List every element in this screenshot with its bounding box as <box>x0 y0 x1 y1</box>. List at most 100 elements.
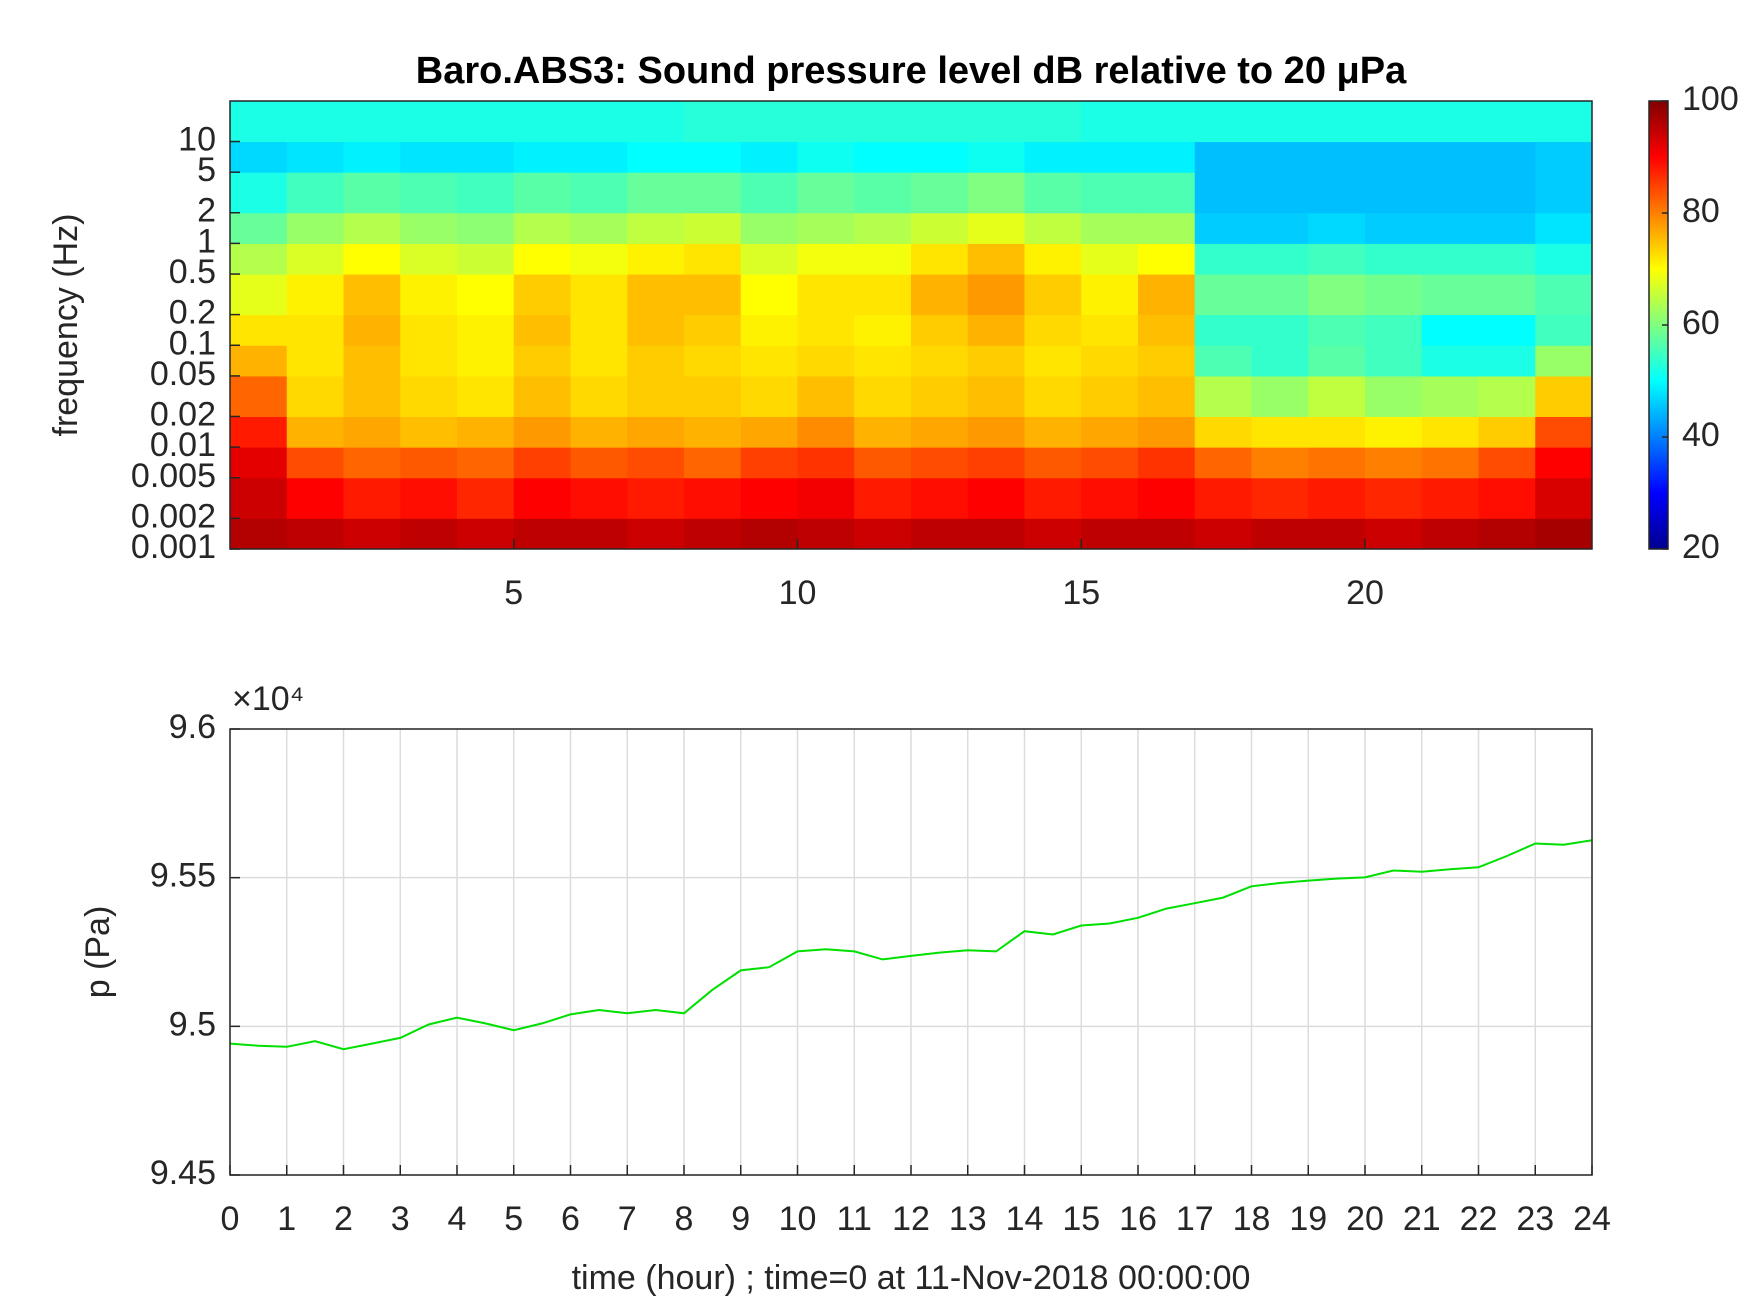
heatmap-cell <box>570 314 628 346</box>
heatmap-cell <box>286 243 344 275</box>
heatmap-cell <box>1081 141 1139 173</box>
heatmap-cell <box>570 518 628 550</box>
heatmap-cell <box>1024 477 1082 519</box>
y-tick-label: 2 <box>197 192 216 230</box>
heatmap-cell <box>400 212 458 244</box>
heatmap-cell <box>230 375 288 417</box>
heatmap-cell <box>1308 243 1366 275</box>
heatmap-cell <box>1421 141 1479 173</box>
heatmap-cell <box>854 477 912 519</box>
heatmap-cell <box>1081 375 1139 417</box>
x-tick-label: 12 <box>892 1200 930 1238</box>
heatmap-cell <box>457 314 515 346</box>
heatmap-cell <box>1535 375 1593 417</box>
heatmap-cell <box>400 243 458 275</box>
heatmap-cell <box>627 274 685 316</box>
heatmap-cell <box>343 416 401 448</box>
heatmap-cell <box>627 477 685 519</box>
heatmap-cell <box>797 243 855 275</box>
heatmap-cell <box>1081 274 1139 316</box>
x-tick-label: 9 <box>731 1200 750 1238</box>
heatmap-cell <box>343 172 401 214</box>
heatmap-cell <box>230 101 288 143</box>
heatmap-cell <box>911 141 969 173</box>
heatmap-cell <box>1138 518 1196 550</box>
heatmap-cell <box>343 212 401 244</box>
heatmap-cell <box>513 243 571 275</box>
heatmap-cell <box>684 212 742 244</box>
heatmap-cell <box>1478 212 1536 244</box>
heatmap-cell <box>684 518 742 550</box>
heatmap-cell <box>1194 172 1252 214</box>
x-tick-label: 11 <box>837 1200 872 1238</box>
heatmap-cell <box>854 172 912 214</box>
heatmap-cell <box>1081 314 1139 346</box>
heatmap-cell <box>1535 274 1593 316</box>
heatmap-cell <box>513 314 571 346</box>
heatmap-cell <box>740 274 798 316</box>
heatmap-cell <box>1308 212 1366 244</box>
heatmap-cell <box>1194 101 1252 143</box>
heatmap-cell <box>1308 274 1366 316</box>
heatmap-cell <box>457 518 515 550</box>
heatmap-cell <box>967 447 1025 479</box>
heatmap-cell <box>400 101 458 143</box>
heatmap-cell <box>1535 141 1593 173</box>
x-tick-label: 16 <box>1119 1200 1157 1238</box>
heatmap-cell <box>1478 518 1536 550</box>
heatmap-cell <box>911 212 969 244</box>
heatmap-cell <box>400 416 458 448</box>
heatmap-cell <box>797 416 855 448</box>
heatmap-cell <box>570 416 628 448</box>
heatmap-cell <box>1024 518 1082 550</box>
heatmap-cell <box>230 518 288 550</box>
heatmap-cell <box>627 172 685 214</box>
heatmap-cell <box>513 172 571 214</box>
heatmap-cell <box>1478 375 1536 417</box>
heatmap-cell <box>1251 518 1309 550</box>
heatmap-cell <box>1365 172 1423 214</box>
y-tick-label: 0.002 <box>131 497 216 535</box>
heatmap-cell <box>343 345 401 377</box>
heatmap-cell <box>1365 477 1423 519</box>
colorbar-tick-label: 80 <box>1682 192 1720 230</box>
heatmap-cell <box>911 518 969 550</box>
heatmap-cell <box>740 447 798 479</box>
heatmap-cell <box>1421 477 1479 519</box>
heatmap-cell <box>400 274 458 316</box>
y-tick-label: 10 <box>178 121 216 159</box>
x-tick-label: 23 <box>1516 1200 1554 1238</box>
y-tick-label: 0.005 <box>131 457 216 495</box>
axis-exponent: ×10⁴ <box>232 680 304 718</box>
chart-title: Baro.ABS3: Sound pressure level dB relat… <box>416 50 1407 92</box>
heatmap-cell <box>1251 141 1309 173</box>
heatmap-cell <box>684 172 742 214</box>
heatmap-cell <box>1138 375 1196 417</box>
heatmap-cell <box>627 141 685 173</box>
heatmap-cell <box>230 141 288 173</box>
heatmap-cell <box>1535 477 1593 519</box>
heatmap-cell <box>1535 101 1593 143</box>
heatmap-cell <box>854 314 912 346</box>
heatmap-cell <box>1081 345 1139 377</box>
y-tick-label: 0.5 <box>169 253 216 291</box>
heatmap-cell <box>1194 141 1252 173</box>
heatmap-cell <box>854 141 912 173</box>
heatmap-cell <box>570 345 628 377</box>
colorbar-tick-label: 60 <box>1682 304 1720 342</box>
heatmap-cell <box>1024 375 1082 417</box>
heatmap-cell <box>854 101 912 143</box>
heatmap-cell <box>967 416 1025 448</box>
heatmap-cell <box>1024 141 1082 173</box>
heatmap-cell <box>513 212 571 244</box>
heatmap-cell <box>286 314 344 346</box>
heatmap-cell <box>400 477 458 519</box>
y-tick-label: 9.45 <box>150 1154 216 1192</box>
heatmap-cell <box>286 172 344 214</box>
heatmap-cell <box>1421 447 1479 479</box>
heatmap-cell <box>400 314 458 346</box>
heatmap-cell <box>1024 314 1082 346</box>
heatmap-cell <box>1421 172 1479 214</box>
heatmap-cell <box>1535 243 1593 275</box>
heatmap-cell <box>286 447 344 479</box>
